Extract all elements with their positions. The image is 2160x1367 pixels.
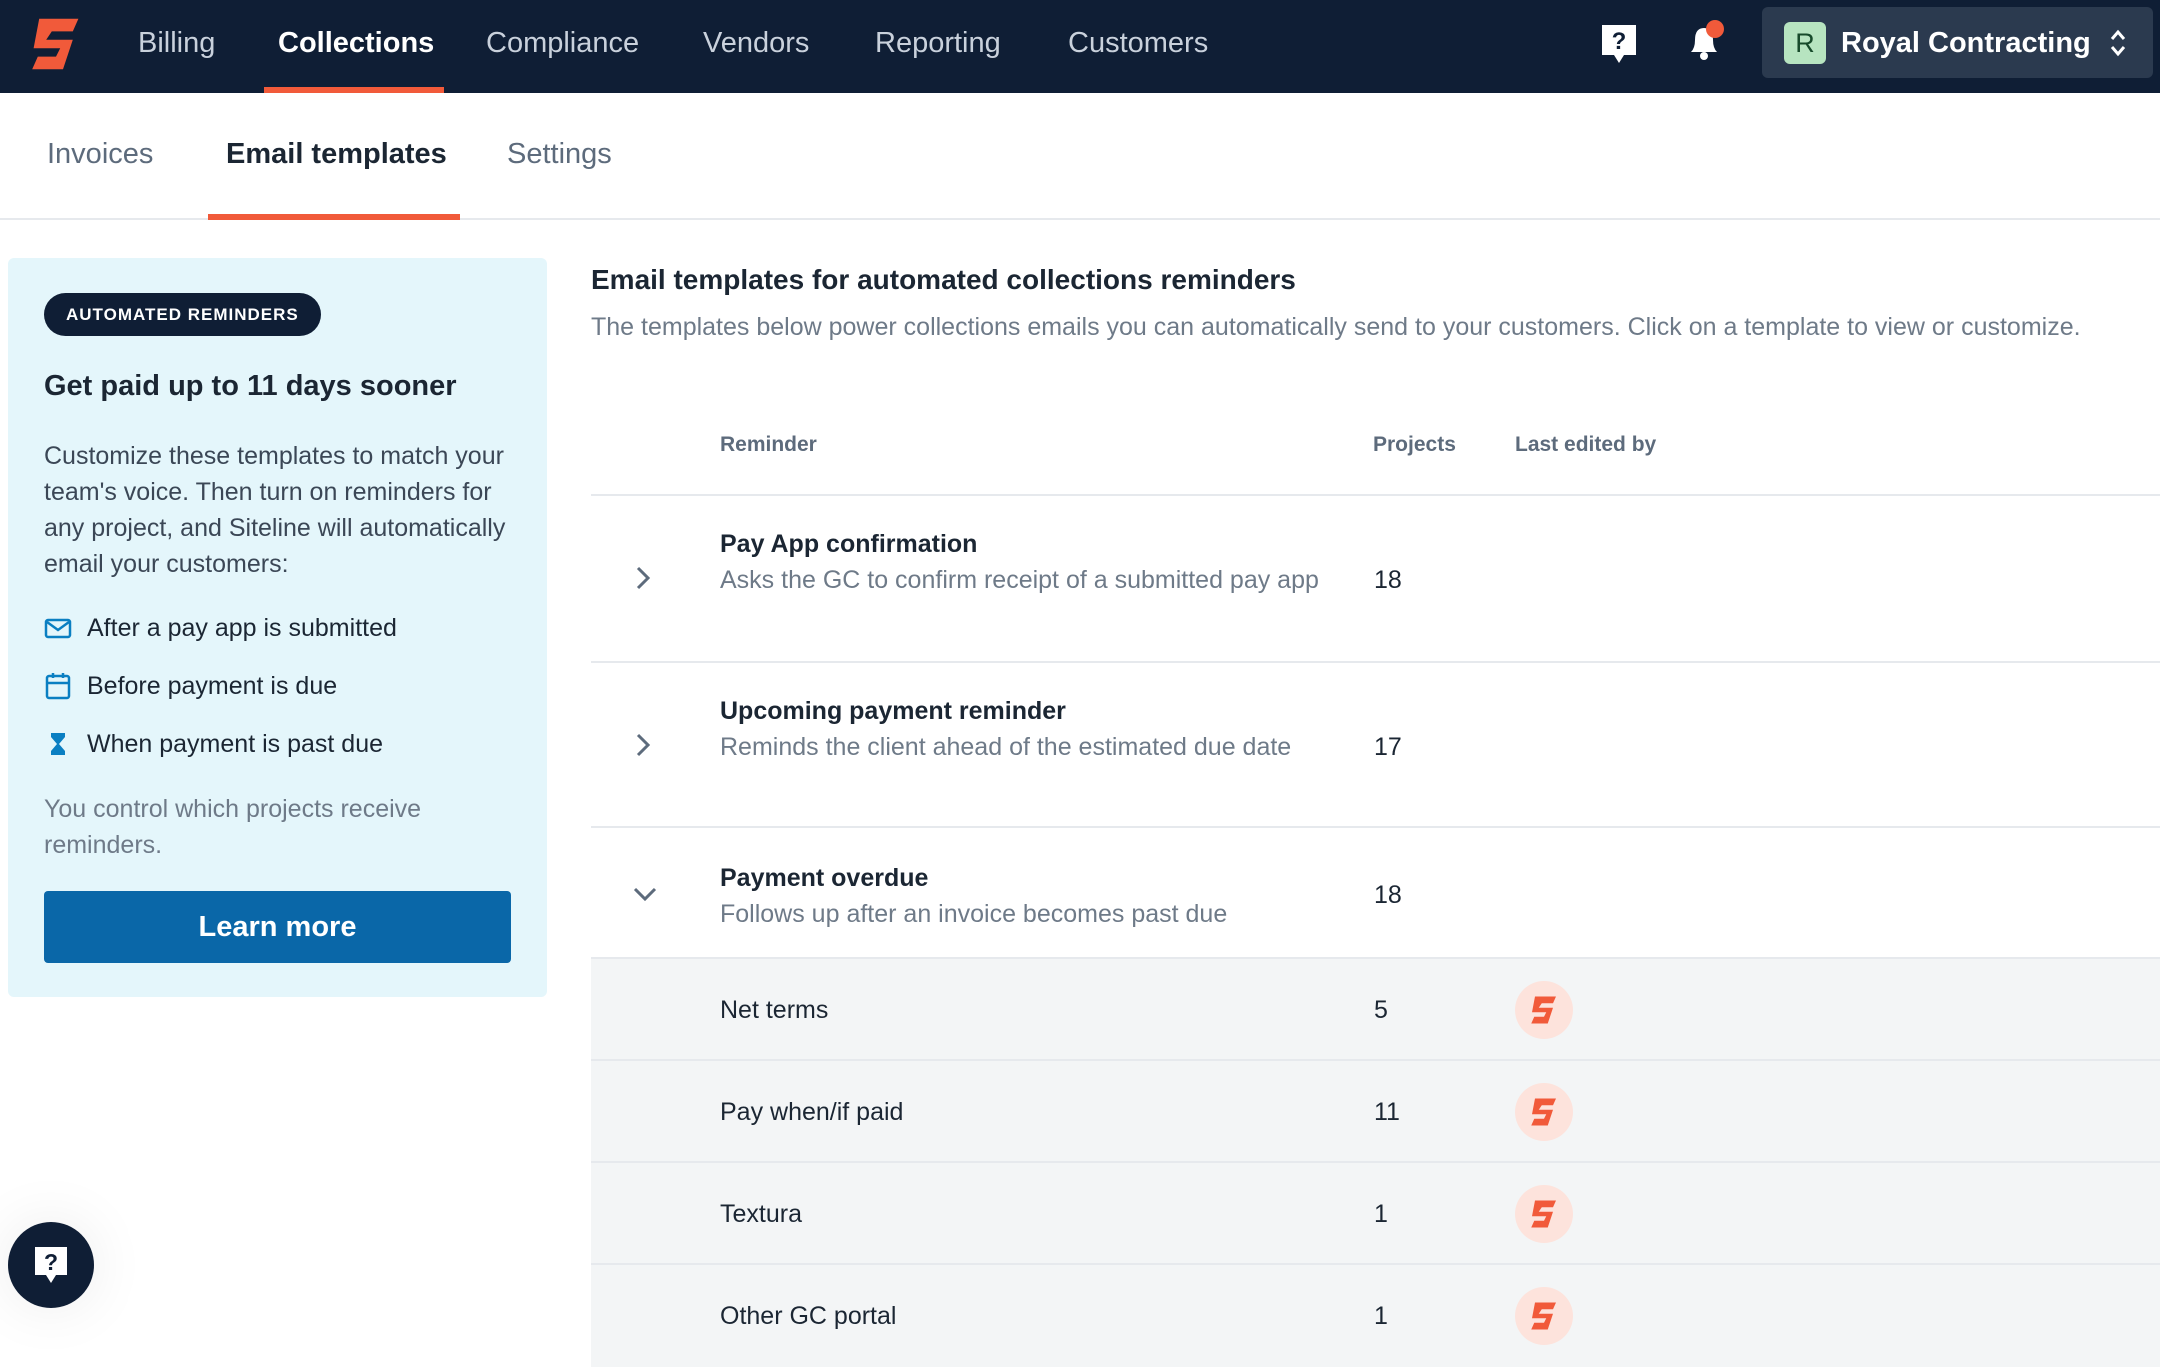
row-description: Reminds the client ahead of the estimate… xyxy=(720,733,1292,761)
row-description: Follows up after an invoice becomes past… xyxy=(720,900,1228,928)
mail-icon xyxy=(44,618,72,639)
template-row[interactable]: Payment overdue Follows up after an invo… xyxy=(591,826,2160,959)
card-heading: Get paid up to 11 days sooner xyxy=(44,370,457,402)
card-body: Customize these templates to match your … xyxy=(44,442,506,578)
projects-count: 11 xyxy=(1374,1098,1400,1126)
editor-avatar xyxy=(1515,1185,1573,1243)
editor-avatar xyxy=(1515,1287,1573,1345)
siteline-logo xyxy=(1529,1199,1559,1229)
calendar-icon xyxy=(45,673,71,700)
subrow[interactable]: Other GC portal 1 xyxy=(591,1263,2160,1367)
switch-icon xyxy=(2110,29,2126,57)
collapse-icon[interactable] xyxy=(629,878,661,910)
active-indicator xyxy=(264,87,444,93)
svg-text:?: ? xyxy=(1612,28,1627,55)
section-title: Email templates for automated collection… xyxy=(591,264,1296,295)
sub-tabs: Invoices Email templates Settings xyxy=(0,93,2160,220)
nav-item[interactable]: Collections xyxy=(278,27,435,59)
row-description: Asks the GC to confirm receipt of a subm… xyxy=(720,566,1319,594)
nav-item[interactable]: Reporting xyxy=(875,27,1001,59)
subrow[interactable]: Net terms 5 xyxy=(591,957,2160,1061)
projects-count: 18 xyxy=(1374,881,1402,909)
row-title: Pay App confirmation xyxy=(720,530,978,558)
nav-item[interactable]: Compliance xyxy=(486,27,640,59)
projects-count: 5 xyxy=(1374,996,1388,1024)
template-row[interactable]: Upcoming payment reminder Reminds the cl… xyxy=(591,661,2160,828)
list-item: After a pay app is submitted xyxy=(44,610,397,656)
editor-avatar xyxy=(1515,1083,1573,1141)
list-text: Before payment is due xyxy=(87,672,338,700)
org-switcher[interactable]: R Royal Contracting xyxy=(1762,7,2153,78)
template-row[interactable]: Pay App confirmation Asks the GC to conf… xyxy=(591,494,2160,663)
tab[interactable]: Settings xyxy=(507,138,612,170)
editor-avatar xyxy=(1515,981,1573,1039)
help-button[interactable]: ? xyxy=(8,1222,94,1308)
expand-icon[interactable] xyxy=(629,729,657,761)
top-nav: Billing Collections Compliance Vendors R… xyxy=(0,0,2160,93)
tab[interactable]: Email templates xyxy=(226,138,447,170)
info-card: AUTOMATED REMINDERS Get paid up to 11 da… xyxy=(8,258,547,997)
column-header: Reminder xyxy=(720,433,817,456)
projects-count: 17 xyxy=(1374,733,1402,761)
list-text: After a pay app is submitted xyxy=(87,614,397,642)
row-title: Payment overdue xyxy=(720,864,929,892)
list-item: Before payment is due xyxy=(44,668,337,714)
projects-count: 1 xyxy=(1374,1302,1388,1330)
subrow-name: Pay when/if paid xyxy=(720,1098,904,1126)
logo[interactable] xyxy=(28,16,84,72)
subrow[interactable]: Pay when/if paid 11 xyxy=(591,1059,2160,1163)
siteline-logo xyxy=(1529,1301,1559,1331)
badge: AUTOMATED REMINDERS xyxy=(44,293,321,336)
row-title: Upcoming payment reminder xyxy=(720,697,1066,725)
expand-icon[interactable] xyxy=(629,562,657,594)
help-icon[interactable]: ? xyxy=(1599,22,1639,66)
active-indicator xyxy=(208,214,460,220)
nav-item[interactable]: Billing xyxy=(138,27,216,59)
card-note: You control which projects receive remin… xyxy=(44,795,422,859)
help-icon: ? xyxy=(35,1247,67,1283)
list-text: When payment is past due xyxy=(87,730,383,758)
projects-count: 1 xyxy=(1374,1200,1388,1228)
nav-item[interactable]: Vendors xyxy=(703,27,810,59)
org-name: Royal Contracting xyxy=(1841,27,2091,59)
list-item: When payment is past due xyxy=(44,726,383,772)
svg-text:?: ? xyxy=(44,1249,58,1275)
learn-more-button[interactable]: Learn more xyxy=(44,891,511,963)
projects-count: 18 xyxy=(1374,566,1402,594)
column-header: Last edited by xyxy=(1515,433,1657,456)
notifications-icon[interactable] xyxy=(1683,18,1733,66)
siteline-logo xyxy=(1529,995,1559,1025)
subrow-name: Net terms xyxy=(720,996,829,1024)
section-description: The templates below power collections em… xyxy=(591,313,2081,341)
subrow-name: Other GC portal xyxy=(720,1302,897,1330)
siteline-logo xyxy=(1529,1097,1559,1127)
tab[interactable]: Invoices xyxy=(47,138,154,170)
hourglass-icon xyxy=(51,733,65,755)
nav-item[interactable]: Customers xyxy=(1068,27,1209,59)
subrow-name: Textura xyxy=(720,1200,802,1228)
org-avatar: R xyxy=(1784,22,1826,64)
column-header: Projects xyxy=(1373,433,1456,456)
subrow[interactable]: Textura 1 xyxy=(591,1161,2160,1265)
